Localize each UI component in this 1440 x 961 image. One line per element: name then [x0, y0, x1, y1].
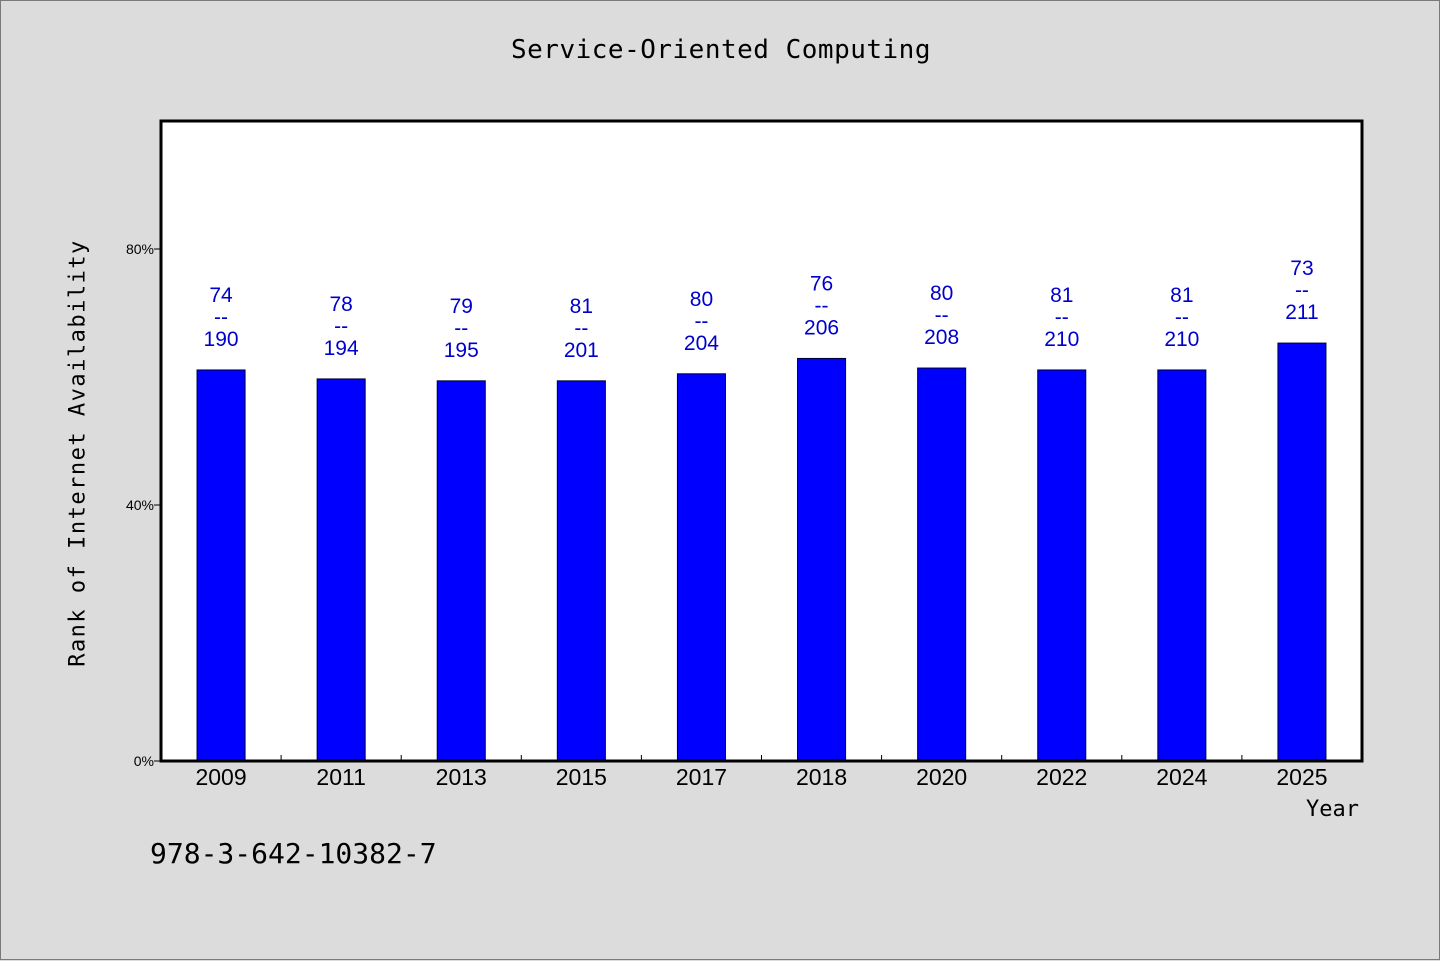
- x-tick-label: 2025: [1276, 764, 1327, 790]
- data-label-bottom: 208: [924, 326, 959, 349]
- x-tick-label: 2017: [676, 764, 727, 790]
- x-tick-label: 2022: [1036, 764, 1087, 790]
- data-label-bottom: 210: [1044, 328, 1079, 351]
- x-axis-label: Year: [1306, 797, 1359, 822]
- data-label-bottom: 194: [324, 337, 359, 360]
- data-label-top: 80: [690, 288, 713, 311]
- data-label-bottom: 206: [804, 316, 839, 339]
- data-label-top: 79: [450, 295, 473, 318]
- bar-2009: [196, 369, 246, 762]
- bar-2022: [1037, 369, 1087, 762]
- data-label-separator: --: [334, 315, 348, 338]
- plot-frame: [159, 119, 1364, 763]
- x-tick-label: 2011: [316, 764, 365, 790]
- data-label-top: 81: [1170, 284, 1193, 307]
- data-label-top: 74: [209, 284, 233, 307]
- data-label-bottom: 195: [444, 339, 479, 362]
- data-label-top: 80: [930, 282, 953, 305]
- x-tick-label: 2013: [436, 764, 487, 790]
- data-label-bottom: 210: [1164, 328, 1199, 351]
- x-tick-label: 2015: [556, 764, 607, 790]
- data-label-bottom: 204: [684, 332, 719, 355]
- isbn-footer: 978-3-642-10382-7: [150, 837, 437, 870]
- x-tick-label: 2024: [1156, 764, 1207, 790]
- data-label-bottom: 201: [564, 339, 599, 362]
- data-label-top: 81: [570, 295, 593, 318]
- data-label-separator: --: [1055, 306, 1069, 329]
- data-label-top: 81: [1050, 284, 1073, 307]
- bar-2017: [676, 373, 726, 762]
- y-axis-label: Rank of Internet Availability: [65, 239, 91, 667]
- bar-2011: [316, 378, 366, 762]
- data-label-bottom: 190: [204, 328, 239, 351]
- bar-2020: [917, 367, 967, 762]
- bar-2018: [797, 357, 847, 762]
- data-label-separator: --: [574, 317, 588, 340]
- y-tick-label: 0%: [134, 753, 154, 769]
- y-tick-label: 40%: [126, 497, 154, 513]
- data-label-separator: --: [815, 294, 829, 317]
- data-label-top: 78: [329, 293, 352, 316]
- x-tick-label: 2018: [796, 764, 847, 790]
- data-label-top: 73: [1290, 257, 1313, 280]
- bar-2024: [1157, 369, 1207, 762]
- chart-title: Service-Oriented Computing: [511, 35, 931, 65]
- bar-2015: [556, 380, 606, 762]
- x-tick-label: 2020: [916, 764, 967, 790]
- data-label-separator: --: [214, 306, 228, 329]
- data-label-top: 76: [810, 272, 833, 295]
- x-tick-label: 2009: [195, 764, 246, 790]
- data-label-bottom: 211: [1285, 301, 1318, 324]
- bar-2013: [436, 380, 486, 762]
- y-tick-label: 80%: [126, 241, 154, 257]
- data-label-separator: --: [454, 317, 468, 340]
- data-label-separator: --: [935, 304, 949, 327]
- bar-2025: [1277, 342, 1327, 762]
- data-label-separator: --: [1295, 279, 1309, 302]
- data-label-separator: --: [694, 310, 708, 333]
- data-label-separator: --: [1175, 306, 1189, 329]
